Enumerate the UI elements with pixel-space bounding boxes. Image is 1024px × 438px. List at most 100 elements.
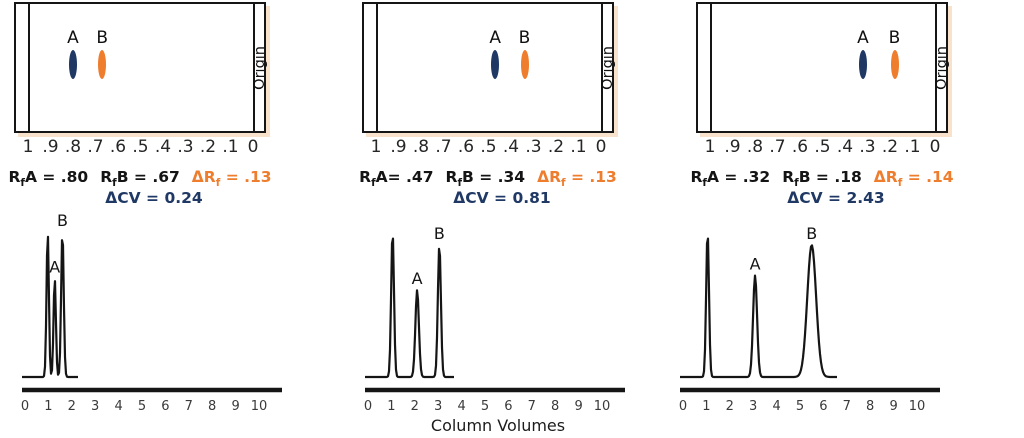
rf-scale-tick: .4 <box>502 137 520 157</box>
delta-cv-line: ΔCV = 0.24 <box>105 189 203 207</box>
rf-scale-tick: .8 <box>64 137 82 157</box>
axis-tick-label: 8 <box>866 399 874 414</box>
axis-tick-label: 0 <box>21 399 29 414</box>
rf-scale-tick: .2 <box>547 137 565 157</box>
axis-tick-label: 2 <box>68 399 76 414</box>
rf-a-value: RfA = .80 <box>8 168 89 190</box>
rf-scale-tick: .5 <box>480 137 497 157</box>
rf-scale-tick: .2 <box>881 137 899 157</box>
origin-label: Origin <box>933 45 950 90</box>
axis-tick-label: 3 <box>434 399 442 414</box>
chromatogram-plot: 0 1 2 3 4 5 6 7 8 9 10 A B <box>364 224 625 414</box>
chromatogram-plot: 0 1 2 3 4 5 6 7 8 9 10 A B <box>679 224 940 414</box>
chromatogram-plot: 0 1 2 3 4 5 6 7 8 9 10 A B <box>21 211 282 414</box>
peak-label-b: B <box>57 211 68 230</box>
axis-tick-label: 8 <box>208 399 216 414</box>
column-volumes-axis-label: Column Volumes <box>430 416 566 435</box>
rf-scale-tick: 1 <box>22 137 34 157</box>
rf-scale-tick: .2 <box>199 137 217 157</box>
origin-line <box>601 4 603 131</box>
rf-scale-tick: 1 <box>370 137 382 157</box>
axis-tick-label: 5 <box>796 399 804 414</box>
rf-scale-tick: .7 <box>769 137 786 157</box>
axis-tick-label: 8 <box>551 399 559 414</box>
delta-rf-value: ΔRf = .13 <box>537 168 617 190</box>
axis-tick-label: 0 <box>679 399 687 414</box>
rf-stats-line: RfA= .47 RfB = .34 ΔRf = .13 <box>342 168 634 193</box>
tlc-plate: Origin A B <box>696 2 950 133</box>
rf-scale-tick: 1 <box>704 137 716 157</box>
chromatogram-trace <box>679 237 838 379</box>
origin-strip: Origin <box>934 4 950 131</box>
rf-scale-tick: .4 <box>154 137 172 157</box>
rf-scale-tick: .6 <box>109 137 127 157</box>
axis-tick-label: 3 <box>91 399 99 414</box>
origin-line <box>253 4 255 131</box>
origin-label: Origin <box>251 45 268 90</box>
rf-scale-tick: .6 <box>791 137 809 157</box>
axis-tick-label: 5 <box>138 399 146 414</box>
rf-scale-tick: .9 <box>42 137 59 157</box>
tlc-plate: Origin A B <box>14 2 268 133</box>
chromatogram-trace <box>364 237 455 379</box>
rf-scale-tick: .3 <box>177 137 194 157</box>
delta-cv-line: ΔCV = 0.81 <box>453 189 551 207</box>
spot-a <box>491 50 500 79</box>
spot-b <box>520 50 529 79</box>
axis-tick-label: 9 <box>889 399 897 414</box>
axis-tick-label: 4 <box>772 399 780 414</box>
axis-tick-label: 7 <box>528 399 536 414</box>
rf-scale-tick: .1 <box>570 137 587 157</box>
origin-strip: Origin <box>600 4 616 131</box>
panel-1: Origin A B 1.9.8.7.6.5.4.3.2.1 0 RfA = .80 RfB… <box>0 0 342 438</box>
axis-tick-label: 3 <box>749 399 757 414</box>
axis-tick-label: 6 <box>504 399 512 414</box>
peak-label-a: A <box>750 255 761 274</box>
solvent-front-line <box>710 4 712 131</box>
axis-tick-label: 7 <box>185 399 193 414</box>
origin-line <box>935 4 937 131</box>
rf-a-value: RfA= .47 <box>359 168 434 190</box>
rf-scale-tick: .5 <box>132 137 149 157</box>
chromatogram-trace <box>21 235 79 379</box>
panel-3: Origin A B 1.9.8.7.6.5.4.3.2.1 0 RfA = .32 RfB… <box>679 0 1024 438</box>
spot-label-a: A <box>67 28 79 48</box>
axis-tick-label: 4 <box>114 399 122 414</box>
axis-tick-label: 10 <box>251 399 268 414</box>
rf-scale-tick: .7 <box>435 137 452 157</box>
axis-tick-label: 2 <box>726 399 734 414</box>
rf-scale-tick: 0 <box>595 137 607 157</box>
axis-tick-label: 5 <box>481 399 489 414</box>
axis-tick-label: 1 <box>702 399 710 414</box>
rf-b-value: RfB = .34 <box>445 168 526 190</box>
rf-scale-tick: .1 <box>904 137 921 157</box>
axis-tick-label: 1 <box>44 399 52 414</box>
origin-strip: Origin <box>252 4 268 131</box>
axis-tick-label: 1 <box>387 399 395 414</box>
rf-scale-tick: .3 <box>525 137 542 157</box>
rf-stats-line: RfA = .80 RfB = .67 ΔRf = .13 <box>0 168 286 193</box>
peak-label-a: A <box>412 269 423 288</box>
spot-label-b: B <box>888 28 901 48</box>
axis-tick-label: 0 <box>364 399 372 414</box>
spot-b <box>890 50 899 79</box>
axis-tick-label: 10 <box>909 399 926 414</box>
spot-label-a: A <box>857 28 869 48</box>
spot-label-b: B <box>518 28 531 48</box>
delta-rf-value: ΔRf = .14 <box>873 168 954 190</box>
rf-stats-line: RfA = .32 RfB = .18 ΔRf = .14 <box>676 168 968 193</box>
axis-tick-label: 6 <box>819 399 827 414</box>
peak-label-b: B <box>806 224 817 243</box>
rf-scale-tick: .8 <box>746 137 764 157</box>
rf-b-value: RfB = .18 <box>782 168 862 190</box>
rf-scale-tick: 0 <box>929 137 941 157</box>
axis-tick-label: 7 <box>843 399 851 414</box>
axis-tick-label: 4 <box>457 399 465 414</box>
delta-rf-value: ΔRf = .13 <box>191 168 272 190</box>
delta-cv-line: ΔCV = 2.43 <box>787 189 885 207</box>
rf-scale-tick: .9 <box>390 137 407 157</box>
axis-tick-label: 9 <box>231 399 239 414</box>
rf-scale-tick: .1 <box>222 137 239 157</box>
solvent-front-line <box>376 4 378 131</box>
rf-scale-tick: .9 <box>724 137 741 157</box>
